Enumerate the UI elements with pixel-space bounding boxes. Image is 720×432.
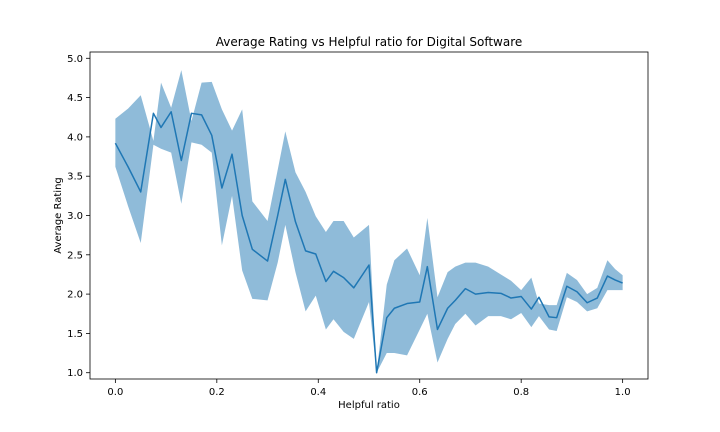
y-ticks: 1.0 1.5 2.0 2.5 3.0 3.5 4.0 4.5 5.0 (67, 54, 90, 379)
y-tick-label: 1.5 (67, 329, 83, 340)
y-axis-label: Average Rating (53, 177, 64, 253)
x-tick-label: 0.2 (209, 387, 225, 398)
confidence-band (115, 70, 623, 373)
x-tick-label: 1.0 (615, 387, 631, 398)
x-ticks: 0.0 0.2 0.4 0.6 0.8 1.0 (107, 379, 631, 398)
confidence-band-layer (115, 70, 623, 373)
x-tick-label: 0.0 (107, 387, 123, 398)
x-tick-label: 0.8 (513, 387, 529, 398)
y-tick-label: 4.0 (67, 132, 83, 143)
y-tick-label: 3.5 (67, 172, 83, 183)
series-line-layer (114, 110, 623, 374)
y-tick-label: 2.5 (67, 250, 83, 261)
x-axis-label: Helpful ratio (338, 400, 400, 411)
chart-title: Average Rating vs Helpful ratio for Digi… (216, 35, 523, 49)
y-tick-label: 2.0 (67, 290, 83, 301)
series-line (114, 110, 623, 374)
x-tick-label: 0.4 (310, 387, 326, 398)
y-tick-label: 1.0 (67, 368, 83, 379)
x-tick-label: 0.6 (412, 387, 428, 398)
y-tick-label: 5.0 (67, 54, 83, 65)
y-tick-label: 4.5 (67, 93, 83, 104)
y-tick-label: 3.0 (67, 211, 83, 222)
